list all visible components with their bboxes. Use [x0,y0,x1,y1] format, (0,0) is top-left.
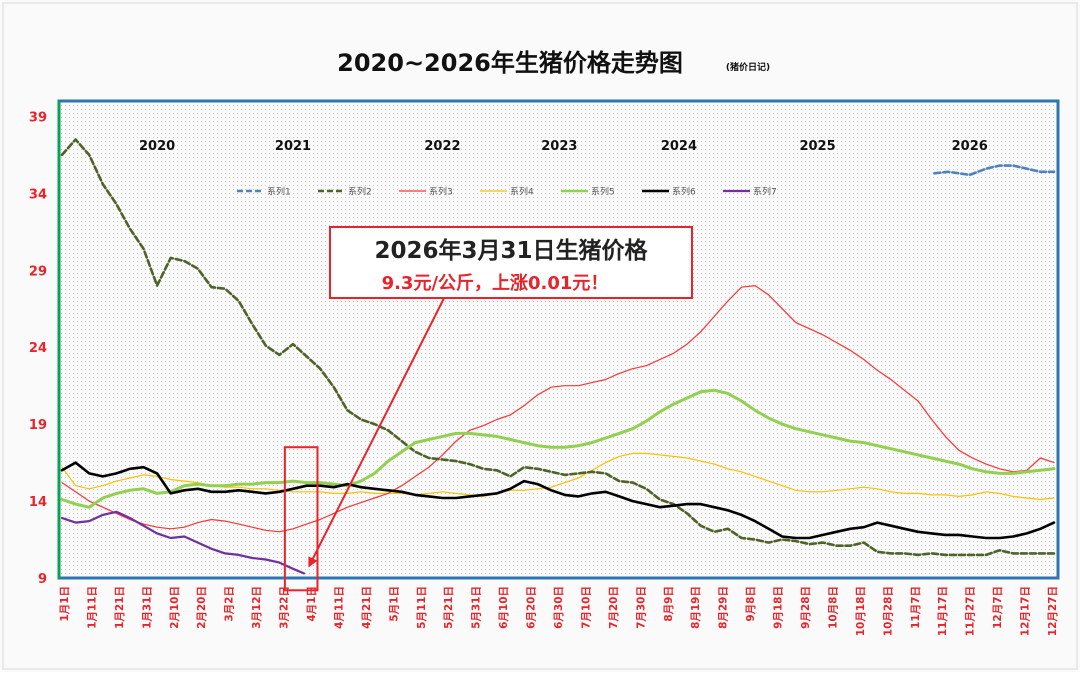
x-tick-label: 12月7日 [992,586,1004,629]
year-label: 2020 [139,139,175,154]
x-tick-label: 2月10日 [169,586,181,629]
x-tick-label: 11月27日 [965,586,977,636]
x-tick-label: 9月18日 [773,586,785,629]
x-tick-label: 6月30日 [553,586,565,629]
legend-label: 系列1 [267,186,291,198]
series-line [60,461,1056,540]
legend-label: 系列2 [348,186,372,198]
plot-area [59,101,1058,578]
x-tick-label: 3月12日 [251,586,263,629]
x-tick-label: 3月22日 [279,586,291,629]
series-line [60,138,1056,557]
annotation-line-1: 2026年3月31日生猪价格 [374,237,648,264]
year-labels: 2020 2021 2022 2023 2024 2025 2026 [139,139,988,154]
year-label: 2021 [275,139,311,154]
series-line [60,388,1056,509]
y-axis-ticks: 9 14 19 24 29 34 39 [29,110,47,587]
x-tick-label: 1月21日 [114,586,126,629]
x-tick-label: 4月1日 [306,586,318,622]
x-tick-label: 9月28日 [800,586,812,629]
annotation-frame [329,226,693,299]
annotation-line-2: 9.3元/公斤，上涨0.01元！ [382,273,609,294]
y-tick-label: 24 [29,341,47,356]
annotation-arrow [308,246,471,568]
series-line [933,164,1056,177]
x-tick-label: 5月21日 [443,586,455,629]
legend-label: 系列4 [510,186,534,198]
x-tick-label: 6月20日 [526,586,538,629]
chart-subtitle: (猪价日记) [726,61,770,73]
y-tick-label: 34 [29,187,47,202]
year-label: 2023 [541,139,577,154]
x-axis-ticks: 1月1日 1月11日 1月21日 1月31日 2月10日 2月20日 3月2日 3月12日 3月… [59,586,1059,636]
y-tick-label: 19 [29,418,47,433]
year-label: 2025 [799,139,835,154]
annotation-box: 2026年3月31日生猪价格 9.3元/公斤，上涨0.01元！ [329,226,693,299]
x-tick-label: 9月8日 [745,586,757,622]
chart-title: 2020~2026年生猪价格走势图 [337,49,683,77]
legend-label: 系列7 [753,186,777,198]
x-tick-label: 8月29日 [718,586,730,629]
x-tick-label: 3月2日 [224,586,236,622]
x-tick-label: 7月30日 [635,586,647,629]
year-label: 2026 [952,139,988,154]
legend: 系列1 系列2 系列3 系列4 系列5 系列6 系列7 [237,186,777,198]
x-tick-label: 7月20日 [608,586,620,629]
x-tick-label: 12月27日 [1047,586,1059,636]
series-line [61,285,1055,533]
x-tick-label: 12月17日 [1020,586,1032,636]
y-tick-label: 9 [38,572,47,587]
highlight-box [283,446,319,592]
legend-label: 系列6 [672,186,696,198]
x-tick-label: 1月11日 [86,586,98,629]
x-tick-label: 10月18日 [855,586,867,636]
year-label: 2022 [424,139,460,154]
x-tick-label: 1月1日 [59,586,71,622]
x-tick-label: 2月20日 [196,586,208,629]
y-tick-label: 29 [29,264,47,279]
x-tick-label: 11月17日 [937,586,949,636]
x-tick-label: 1月31日 [141,586,153,629]
x-tick-label: 5月1日 [388,586,400,622]
x-tick-label: 7月10日 [580,586,592,629]
x-tick-label: 8月19日 [690,586,702,629]
legend-label: 系列3 [429,186,453,198]
x-tick-label: 5月31日 [471,586,483,629]
series-line [61,452,1055,501]
x-tick-label: 5月11日 [416,586,428,629]
x-tick-label: 10月8日 [827,586,839,629]
x-tick-label: 8月9日 [663,586,675,622]
x-tick-label: 6月10日 [498,586,510,629]
y-tick-label: 14 [29,495,47,510]
x-tick-label: 10月28日 [882,586,894,636]
year-label: 2024 [661,139,697,154]
x-tick-label: 4月11日 [333,586,345,629]
x-tick-label: 11月7日 [910,586,922,629]
x-tick-label: 4月21日 [361,586,373,629]
y-tick-label: 39 [29,110,47,125]
series-line [60,510,305,575]
legend-label: 系列5 [591,186,615,198]
series-lines [60,138,1056,575]
